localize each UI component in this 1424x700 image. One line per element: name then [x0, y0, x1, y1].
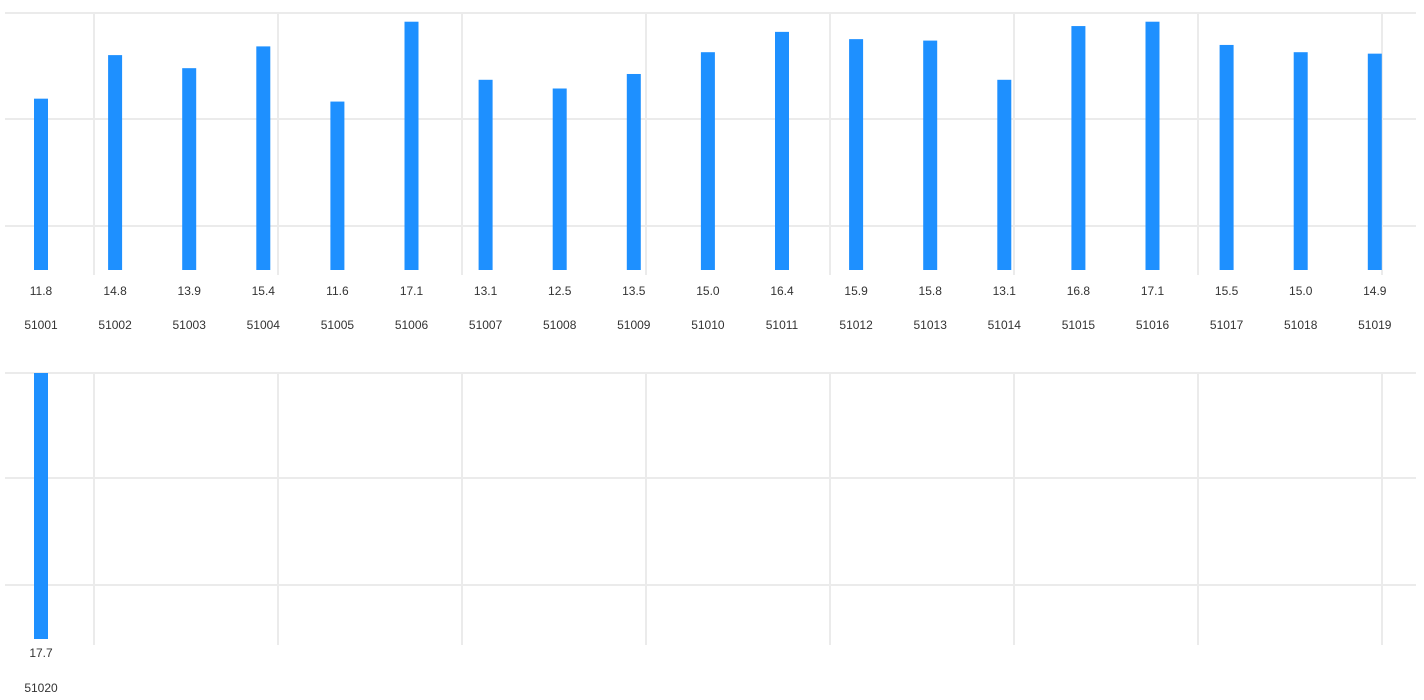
bar-51008	[552, 88, 567, 270]
bar-value-label: 15.5	[1215, 284, 1239, 298]
bar-51007	[478, 79, 493, 271]
bar-category-label: 51019	[1358, 318, 1392, 332]
bar-category-label: 51010	[691, 318, 725, 332]
bar-category-label: 51006	[395, 318, 429, 332]
bar-value-label: 17.7	[29, 646, 53, 660]
bar-51015	[1071, 26, 1086, 271]
bar-value-label: 13.1	[474, 284, 498, 298]
bar-51012	[849, 39, 864, 271]
bar-value-label: 13.5	[622, 284, 646, 298]
bar-51004	[256, 46, 271, 271]
bar-value-label: 17.1	[1141, 284, 1165, 298]
bar-category-label: 51002	[98, 318, 132, 332]
bar-51005	[330, 101, 345, 270]
bar-value-label: 12.5	[548, 284, 572, 298]
bar-51014	[997, 79, 1012, 271]
bar-51001	[34, 98, 48, 271]
bar-category-label: 51004	[247, 318, 281, 332]
bar-value-label: 11.8	[30, 284, 53, 298]
bar-category-label: 51013	[914, 318, 948, 332]
bar-51018	[1293, 52, 1308, 271]
bars	[34, 21, 1382, 639]
bar-51010	[700, 52, 715, 271]
bar-51009	[626, 73, 641, 270]
bar-category-label: 51020	[24, 681, 58, 695]
bar-category-label: 51008	[543, 318, 577, 332]
bar-value-label: 13.9	[178, 284, 202, 298]
bar-category-label: 51016	[1136, 318, 1170, 332]
bar-category-label: 51015	[1062, 318, 1096, 332]
bar-value-label: 13.1	[993, 284, 1017, 298]
bar-category-label: 51007	[469, 318, 503, 332]
bar-51020	[34, 373, 48, 639]
bar-value-label: 16.8	[1067, 284, 1091, 298]
bar-value-label: 15.0	[696, 284, 720, 298]
bar-51017	[1219, 44, 1234, 270]
bar-51013	[923, 40, 938, 270]
bar-51019	[1367, 53, 1382, 271]
bar-category-label: 51017	[1210, 318, 1244, 332]
bar-category-label: 51011	[766, 318, 799, 332]
bar-category-label: 51009	[617, 318, 651, 332]
bar-value-label: 15.4	[252, 284, 276, 298]
bar-category-label: 51012	[839, 318, 873, 332]
bar-category-label: 51003	[173, 318, 207, 332]
bar-51006	[404, 21, 419, 270]
bar-51002	[108, 55, 123, 270]
bar-value-label: 14.9	[1363, 284, 1387, 298]
bar-value-label: 15.9	[844, 284, 868, 298]
bar-value-label: 16.4	[770, 284, 794, 298]
bar-value-label: 14.8	[103, 284, 127, 298]
labels: 11.8 51001 14.8 51002 13.9 51003 15.4 51004 11.6…	[24, 284, 1391, 695]
bar-value-label: 15.0	[1289, 284, 1313, 298]
bar-value-label: 15.8	[919, 284, 943, 298]
bar-category-label: 51018	[1284, 318, 1318, 332]
grid	[5, 12, 1416, 645]
bar-51016	[1145, 21, 1160, 270]
bar-category-label: 51001	[24, 318, 58, 332]
bar-value-label: 11.6	[326, 284, 349, 298]
bar-category-label: 51014	[988, 318, 1022, 332]
bar-51003	[182, 68, 197, 270]
bar-value-label: 17.1	[400, 284, 424, 298]
bar-category-label: 51005	[321, 318, 355, 332]
bar-51011	[775, 31, 789, 271]
